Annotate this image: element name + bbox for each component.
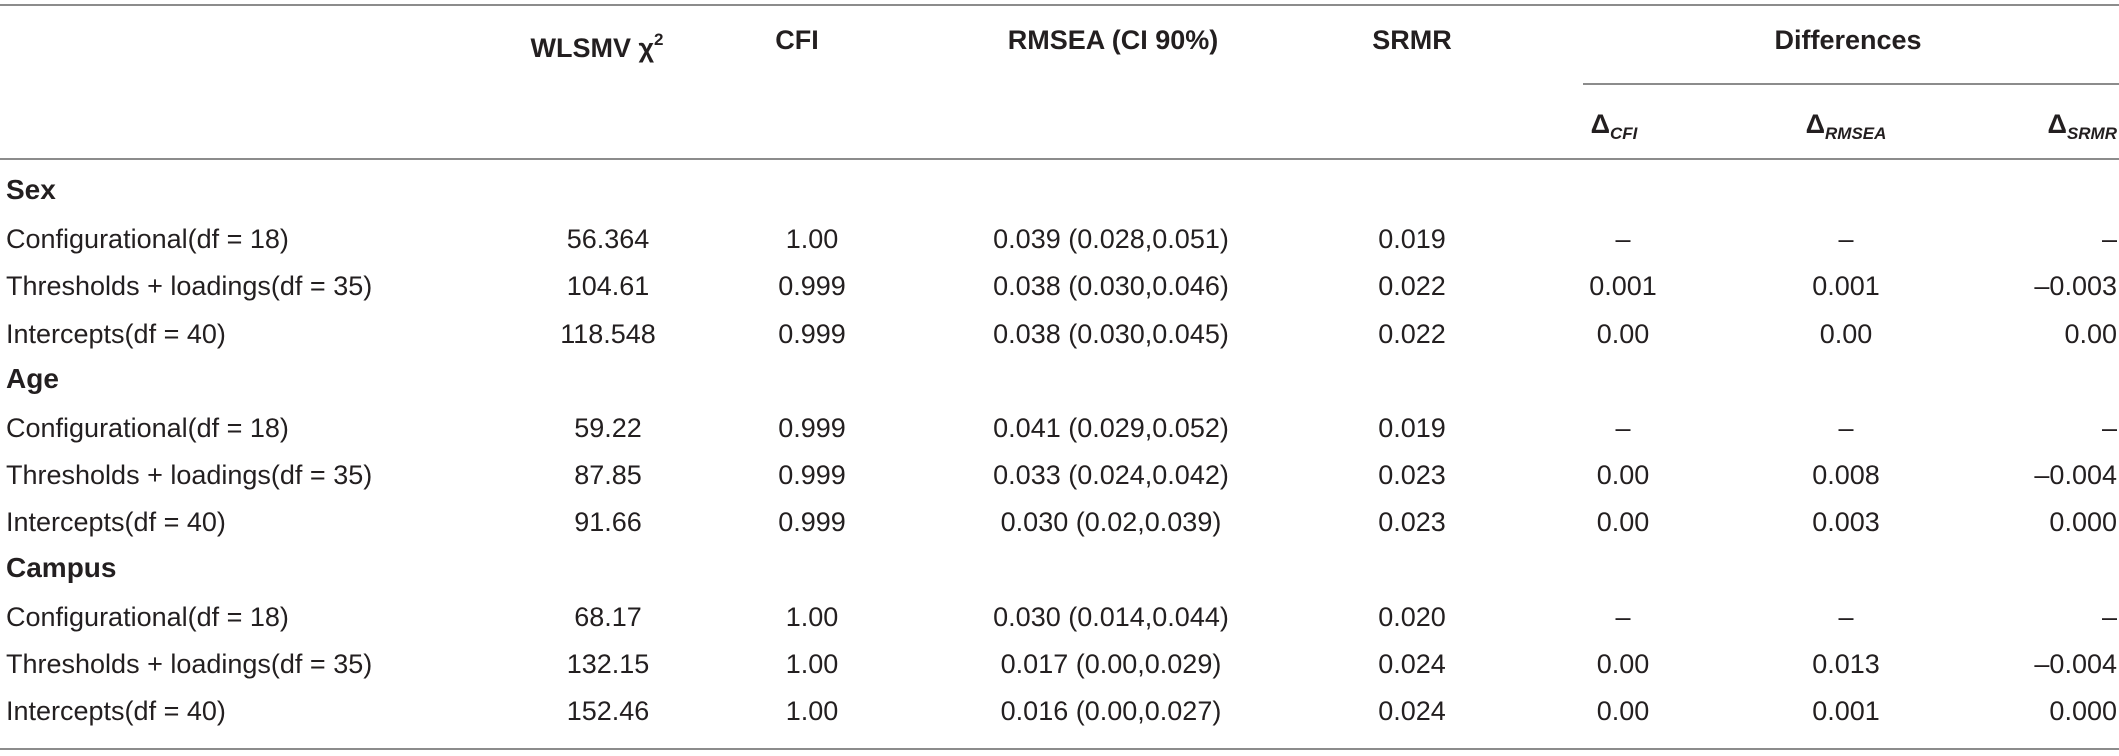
header-wlsmv-chi-label: WLSMV χ <box>530 33 655 63</box>
cfi-cell: 0.999 <box>778 460 846 491</box>
delta-cfi-cell: – <box>1615 413 1631 443</box>
delta-rmsea-cell: 0.001 <box>1812 696 1880 727</box>
model-cell: Intercepts(df = 40) <box>6 696 226 727</box>
table-bottom-rule <box>0 748 2119 750</box>
srmr-cell: 0.024 <box>1378 696 1446 727</box>
delta-rmsea-cell: 0.003 <box>1812 507 1880 538</box>
chi-cell: 87.85 <box>574 460 642 491</box>
header-rmsea: RMSEA (CI 90%) <box>1007 25 1219 55</box>
delta-cfi-cell: 0.00 <box>1596 460 1650 491</box>
delta-cfi-cell: 0.001 <box>1589 271 1657 302</box>
delta-rmsea-cell: – <box>1838 601 1854 632</box>
srmr-cell: 0.023 <box>1378 507 1446 538</box>
delta-symbol: Δ <box>2047 109 2067 139</box>
chi-cell: 152.46 <box>566 696 650 727</box>
cfi-cell: 0.999 <box>778 271 846 302</box>
cfi-cell: 0.999 <box>778 318 846 349</box>
delta-srmr-cell: 0.000 <box>2049 696 2117 727</box>
delta-symbol: Δ <box>1590 109 1611 139</box>
group-label-campus: Campus <box>6 551 117 583</box>
delta-srmr-cell: – <box>2101 601 2117 632</box>
chi-cell: 68.17 <box>574 601 642 632</box>
model-cell: Configurational(df = 18) <box>6 224 289 255</box>
cfi-cell: 0.999 <box>778 507 846 538</box>
delta-cfi-cell: 0.00 <box>1596 318 1650 349</box>
rmsea-cell: 0.039 (0.028,0.051) <box>993 224 1229 255</box>
delta-rmsea-cell: – <box>1838 224 1854 255</box>
srmr-cell: 0.022 <box>1378 318 1446 349</box>
rmsea-cell: 0.038 (0.030,0.045) <box>993 318 1229 349</box>
model-cell: Thresholds + loadings(df = 35) <box>6 649 373 679</box>
group-label-age: Age <box>6 362 59 394</box>
rmsea-cell: 0.033 (0.024,0.042) <box>993 460 1229 491</box>
rmsea-cell: 0.041 (0.029,0.052) <box>993 413 1229 443</box>
delta-rmsea-cell: 0.008 <box>1812 460 1880 491</box>
table-top-rule <box>0 4 2119 6</box>
header-bottom-rule <box>0 158 2119 160</box>
delta-srmr-cell: –0.003 <box>2034 271 2117 302</box>
cfi-cell: 1.00 <box>785 696 839 727</box>
cfi-cell: 1.00 <box>785 649 839 679</box>
delta-rmsea-cell: 0.001 <box>1812 271 1880 302</box>
delta-cfi-cell: – <box>1615 601 1631 632</box>
model-cell: Configurational(df = 18) <box>6 601 289 632</box>
header-srmr: SRMR <box>1372 25 1452 55</box>
delta-cfi-cell: 0.00 <box>1596 696 1650 727</box>
chi-cell: 91.66 <box>574 507 642 538</box>
chi-cell: 104.61 <box>566 271 650 302</box>
delta-rmsea-cell: 0.013 <box>1812 649 1880 679</box>
header-chi-superscript: 2 <box>654 30 664 49</box>
delta-cfi-subscript: CFI <box>1610 124 1638 143</box>
rmsea-cell: 0.038 (0.030,0.046) <box>993 271 1229 302</box>
delta-rmsea-cell: 0.00 <box>1819 318 1873 349</box>
srmr-cell: 0.022 <box>1378 271 1446 302</box>
header-wlsmv-chi: WLSMV χ2 <box>531 24 664 64</box>
cfi-cell: 1.00 <box>785 601 839 632</box>
delta-cfi-cell: – <box>1615 224 1631 255</box>
delta-srmr-cell: –0.004 <box>2034 649 2117 679</box>
delta-rmsea-subscript: RMSEA <box>1825 124 1887 143</box>
chi-cell: 59.22 <box>574 413 642 443</box>
delta-cfi-cell: 0.00 <box>1596 649 1650 679</box>
group-label-sex: Sex <box>6 174 56 205</box>
srmr-cell: 0.024 <box>1378 649 1446 679</box>
srmr-cell: 0.023 <box>1378 460 1446 491</box>
model-cell: Thresholds + loadings(df = 35) <box>6 460 373 491</box>
rmsea-cell: 0.030 (0.02,0.039) <box>1000 507 1222 538</box>
rmsea-cell: 0.030 (0.014,0.044) <box>993 601 1229 632</box>
differences-underline <box>1583 83 2119 85</box>
header-delta-rmsea: ΔRMSEA <box>1806 108 1887 150</box>
model-cell: Intercepts(df = 40) <box>6 507 226 538</box>
chi-cell: 118.548 <box>560 318 656 349</box>
cfi-cell: 0.999 <box>778 413 846 443</box>
delta-srmr-cell: 0.000 <box>2049 507 2117 538</box>
header-delta-cfi: ΔCFI <box>1591 108 1638 150</box>
delta-symbol: Δ <box>1805 109 1825 139</box>
model-cell: Intercepts(df = 40) <box>6 318 226 349</box>
delta-rmsea-cell: – <box>1838 413 1854 443</box>
model-cell: Configurational(df = 18) <box>6 413 289 443</box>
rmsea-cell: 0.016 (0.00,0.027) <box>1000 696 1222 727</box>
model-cell: Thresholds + loadings(df = 35) <box>6 271 373 302</box>
delta-srmr-subscript: SRMR <box>2066 124 2117 143</box>
delta-srmr-cell: –0.004 <box>2034 460 2117 491</box>
srmr-cell: 0.020 <box>1378 601 1446 632</box>
header-cfi: CFI <box>775 25 819 55</box>
delta-srmr-cell: 0.00 <box>2064 318 2117 349</box>
chi-cell: 132.15 <box>566 649 650 679</box>
srmr-cell: 0.019 <box>1378 224 1446 255</box>
cfi-cell: 1.00 <box>785 224 839 255</box>
srmr-cell: 0.019 <box>1378 413 1446 443</box>
delta-srmr-cell: – <box>2101 413 2117 443</box>
delta-cfi-cell: 0.00 <box>1596 507 1650 538</box>
header-differences: Differences <box>1774 25 1922 55</box>
chi-cell: 56.364 <box>566 224 650 255</box>
delta-srmr-cell: – <box>2101 224 2117 255</box>
header-delta-srmr: ΔSRMR <box>2048 108 2117 150</box>
rmsea-cell: 0.017 (0.00,0.029) <box>1000 649 1222 679</box>
